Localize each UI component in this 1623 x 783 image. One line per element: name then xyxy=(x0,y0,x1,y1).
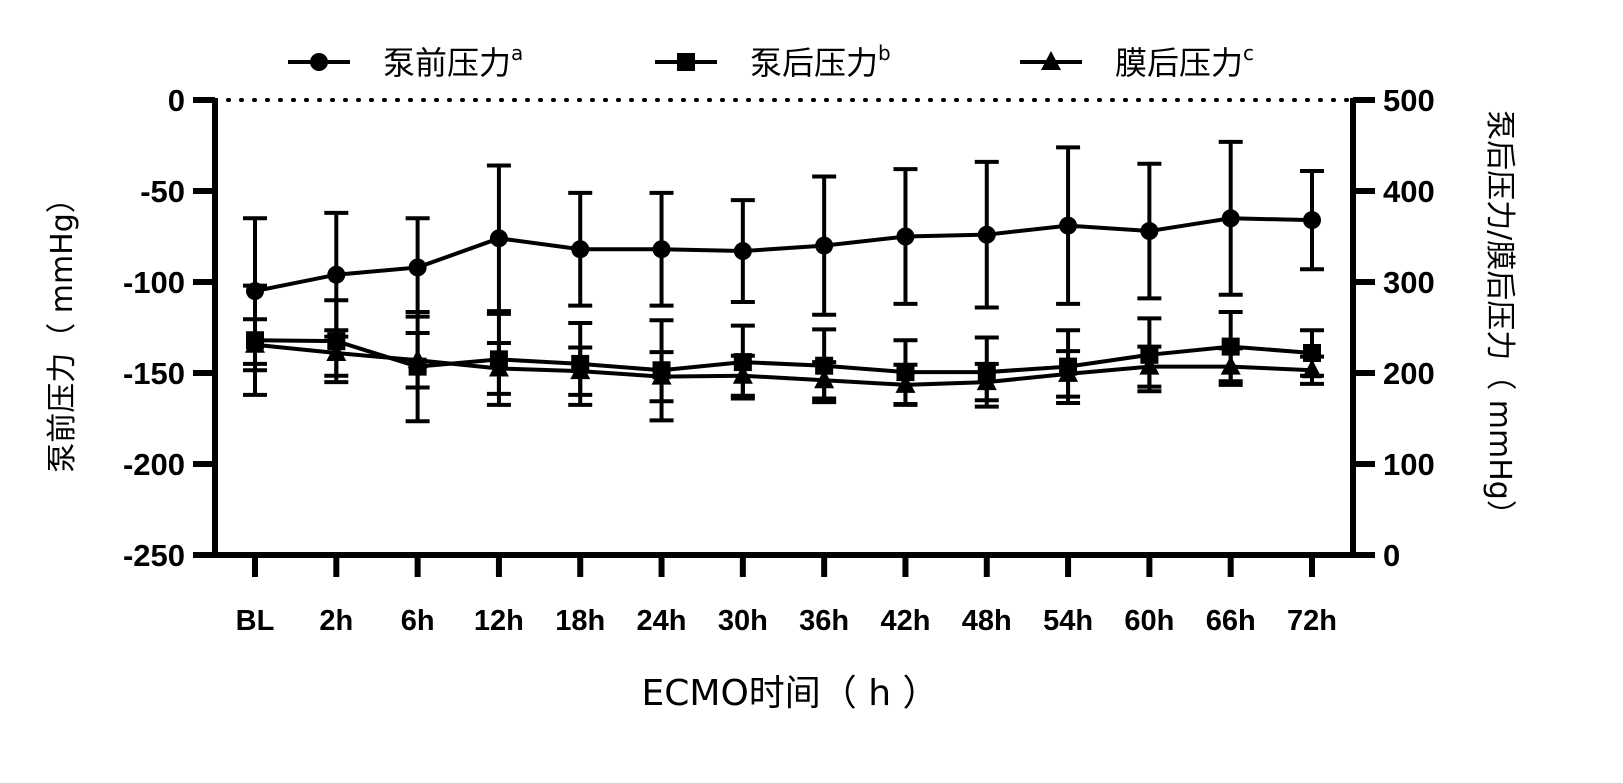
series-line xyxy=(254,216,1313,294)
x-tick-label: 42h xyxy=(880,605,930,637)
data-point xyxy=(1059,216,1078,235)
x-tick-label: 12h xyxy=(474,605,524,637)
legend-item: 泵后压力b xyxy=(655,41,891,82)
y-left-tick-label: -100 xyxy=(123,265,185,300)
legend: 泵前压力a 泵后压力b 膜后压力c xyxy=(288,41,1254,82)
data-point xyxy=(1058,362,1079,382)
data-point xyxy=(407,349,428,369)
data-point xyxy=(895,373,916,393)
x-tick-label: 36h xyxy=(799,605,849,637)
data-point xyxy=(977,225,996,244)
data-point xyxy=(976,371,997,391)
y-right-tick-label: 200 xyxy=(1383,356,1435,391)
y-right-tick-label: 500 xyxy=(1383,83,1435,118)
y-right-tick-label: 300 xyxy=(1383,265,1435,300)
data-point xyxy=(1220,355,1241,375)
data-point xyxy=(651,365,672,385)
x-tick-label: 72h xyxy=(1287,605,1337,637)
data-point xyxy=(732,364,753,384)
y-right-tick-label: 0 xyxy=(1383,538,1400,573)
legend-item: 膜后压力c xyxy=(1020,41,1254,82)
data-point xyxy=(570,360,591,380)
y-axis-right-label: 泵后压力/膜后压力（ mmHg） xyxy=(1482,110,1517,530)
x-tick-label: 18h xyxy=(555,605,605,637)
x-tick-label: 48h xyxy=(962,605,1012,637)
legend-label: 膜后压力c xyxy=(1115,41,1254,82)
data-point xyxy=(1302,359,1322,379)
legend-marker-square xyxy=(677,53,695,71)
y-left-tick-label: -150 xyxy=(123,356,185,391)
data-point xyxy=(327,265,346,284)
legend-marker-triangle xyxy=(1041,51,1061,70)
data-point xyxy=(814,369,835,389)
x-tick-label: 30h xyxy=(718,605,768,637)
axes: 0 -50 -100 -150 -200 -250 500 400 300 200 100 0 BL 2h… xyxy=(123,83,1435,637)
x-tick-label: 60h xyxy=(1124,605,1174,637)
series-line xyxy=(254,338,1313,375)
y-right-tick-label: 100 xyxy=(1383,447,1435,482)
data-point xyxy=(896,227,915,246)
plot-area xyxy=(213,98,1355,424)
y-left-tick-label: -250 xyxy=(123,538,185,573)
legend-label: 泵后压力b xyxy=(750,41,891,82)
data-point xyxy=(1139,355,1160,375)
y-left-tick-label: -200 xyxy=(123,447,185,482)
y-left-tick-label: -50 xyxy=(140,174,185,209)
x-tick-label: 24h xyxy=(637,605,687,637)
data-point xyxy=(1221,209,1240,228)
x-tick-label: 6h xyxy=(401,605,435,637)
data-point xyxy=(1140,222,1159,241)
x-tick-label: BL xyxy=(236,605,275,637)
data-point xyxy=(1303,211,1321,230)
data-point xyxy=(408,258,427,277)
data-point xyxy=(488,357,509,377)
data-point xyxy=(652,240,671,259)
data-point xyxy=(245,333,265,353)
series-circle xyxy=(243,139,1324,366)
legend-label: 泵前压力a xyxy=(383,41,523,82)
x-tick-label: 66h xyxy=(1206,605,1256,637)
legend-marker-circle xyxy=(310,53,328,71)
series-square xyxy=(243,283,1324,424)
y-right-tick-label: 400 xyxy=(1383,174,1435,209)
data-point xyxy=(326,341,347,361)
data-point xyxy=(571,240,590,259)
data-point xyxy=(489,229,508,248)
x-tick-label: 54h xyxy=(1043,605,1093,637)
legend-item: 泵前压力a xyxy=(288,41,523,82)
x-tick-label: 2h xyxy=(319,605,353,637)
series-line xyxy=(254,342,1313,387)
data-point xyxy=(733,242,752,261)
y-left-tick-label: 0 xyxy=(168,83,185,118)
x-axis-label: ECMO时间（ h ） xyxy=(642,673,939,714)
data-point xyxy=(815,236,834,255)
series-triangle xyxy=(243,317,1324,407)
y-axis-left-label: 泵前压力（ mmHg） xyxy=(45,183,80,473)
